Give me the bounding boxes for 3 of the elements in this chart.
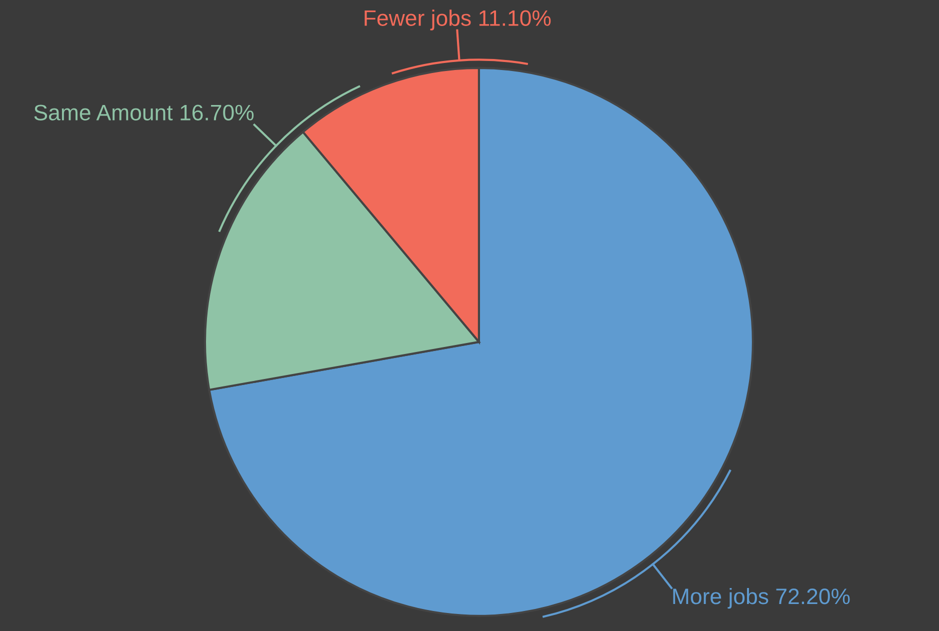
slice-label: Fewer jobs 11.10% xyxy=(364,10,551,30)
slice-label: More jobs 72.20% xyxy=(673,588,850,609)
slice-label: Same Amount 16.70% xyxy=(34,104,254,120)
